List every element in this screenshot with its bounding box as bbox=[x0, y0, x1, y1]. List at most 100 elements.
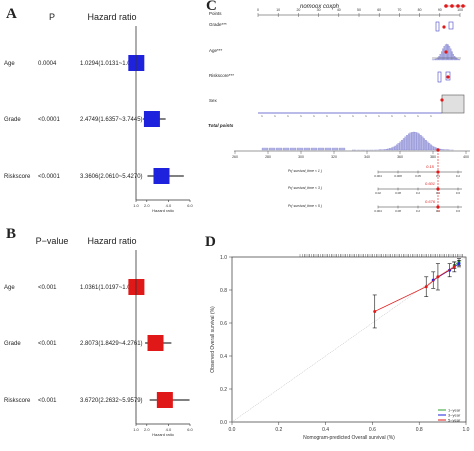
row-label: Grade bbox=[4, 117, 21, 123]
points-tick-label: 50 bbox=[357, 8, 361, 12]
total-density-bar bbox=[416, 132, 419, 151]
sex-tick-label: 1 bbox=[417, 114, 419, 118]
variable-label: Age*** bbox=[209, 48, 223, 53]
total-density-bar bbox=[261, 147, 269, 151]
y-tick-label: 0.0 bbox=[220, 420, 227, 426]
points-tick-label: 10 bbox=[276, 8, 280, 12]
total-density-bar bbox=[404, 136, 407, 151]
total-density-bar bbox=[282, 147, 290, 151]
y-tick-label: 0.2 bbox=[220, 387, 227, 393]
survival-tick-label: 0.008 bbox=[394, 174, 402, 178]
total-tick-label: 340 bbox=[364, 155, 370, 159]
y-tick-label: 0.6 bbox=[220, 321, 227, 327]
x-tick-label: 2.0 bbox=[144, 427, 150, 432]
survival-point bbox=[436, 187, 440, 191]
age-density-bar bbox=[456, 58, 458, 61]
x-tick-label: 0.0 bbox=[229, 427, 236, 433]
total-tick-label: 360 bbox=[397, 155, 403, 159]
panel-a-letter: A bbox=[6, 6, 17, 22]
total-density-bar bbox=[275, 147, 283, 151]
total-density-bar bbox=[310, 147, 318, 151]
total-density-bar bbox=[431, 145, 434, 151]
sex-tick-label: 1 bbox=[313, 114, 315, 118]
age-density-bar bbox=[434, 59, 436, 61]
panel-b-letter: B bbox=[6, 226, 17, 242]
x-tick-label: 0.4 bbox=[322, 427, 329, 433]
survival-label: Pr( survival_time < 3 ) bbox=[288, 186, 322, 190]
row-label: Age bbox=[4, 285, 15, 291]
row-label: Riskscore bbox=[4, 398, 31, 404]
survival-tick-label: 0.004 bbox=[374, 209, 382, 213]
total-density-bar bbox=[331, 147, 339, 151]
nomogram-title: nomoox coxph bbox=[300, 4, 340, 10]
y-axis-label: Observed Overall survival (%) bbox=[210, 306, 216, 373]
sex-tick-label: 1 bbox=[365, 114, 367, 118]
sex-tick-label: 1 bbox=[300, 114, 302, 118]
points-tick-label: 100 bbox=[457, 8, 463, 12]
survival-tick-label: 0.4 bbox=[436, 209, 441, 213]
sex-tick-label: 1 bbox=[391, 114, 393, 118]
x-tick-label: 0.2 bbox=[275, 427, 282, 433]
sex-tick-label: 1 bbox=[378, 114, 380, 118]
variable-label: Grade*** bbox=[209, 22, 227, 27]
survival-tick-label: 0.08 bbox=[395, 191, 401, 195]
age-density-bar bbox=[439, 54, 441, 61]
p-value: <0.0001 bbox=[38, 117, 61, 123]
row-label: Age bbox=[4, 61, 15, 67]
y-tick-label: 1.0 bbox=[220, 255, 227, 261]
age-density-bar bbox=[455, 57, 457, 61]
plot-frame bbox=[231, 256, 467, 423]
calibration-point bbox=[457, 262, 461, 266]
total-density-bar bbox=[397, 143, 400, 151]
total-density-bar bbox=[401, 140, 403, 151]
survival-tick-label: 0.2 bbox=[416, 209, 421, 213]
hazard-ratio-text: 3.6720(2.2632~5.9579) bbox=[80, 398, 143, 404]
survival-tick-label: 0.05 bbox=[415, 174, 421, 178]
age-density-bar bbox=[437, 57, 439, 61]
total-tick-label: 280 bbox=[265, 155, 271, 159]
p-value: <0.001 bbox=[38, 398, 57, 404]
survival-tick-label: 0.1 bbox=[436, 174, 441, 178]
x-tick-label: 6.0 bbox=[187, 203, 193, 208]
calibration-line bbox=[374, 266, 455, 312]
total-density-bar bbox=[421, 136, 424, 151]
survival-tick-label: 0.6 bbox=[456, 191, 461, 195]
legend-label: 5−year bbox=[448, 418, 461, 423]
total-density-bar bbox=[419, 135, 422, 151]
x-tick-label: 1.0 bbox=[133, 427, 139, 432]
sex-tick-label: 1 bbox=[404, 114, 406, 118]
age-density-bar bbox=[441, 51, 443, 61]
x-tick-label: 2.0 bbox=[144, 203, 150, 208]
sex-tick-label: 1 bbox=[261, 114, 263, 118]
total-density-bar bbox=[391, 147, 393, 151]
calibration-point bbox=[431, 278, 435, 282]
survival-label: Pr( survival_time < 5 ) bbox=[288, 204, 322, 208]
survival-point bbox=[436, 205, 440, 209]
x-axis-label: Hazard ratio bbox=[152, 208, 175, 213]
survival-tick-label: 0.08 bbox=[395, 209, 401, 213]
x-tick-label: 0.8 bbox=[416, 427, 423, 433]
sex-tick-label: 1 bbox=[339, 114, 341, 118]
panel-c-letter: C bbox=[206, 0, 217, 14]
total-density-bar bbox=[409, 132, 412, 151]
hazard-ratio-header: Hazard ratio bbox=[87, 12, 136, 22]
riskscore-box bbox=[445, 71, 451, 81]
hazard-ratio-text: 1.0294(1.0131~1.0460) bbox=[80, 61, 143, 67]
points-tick-label: 40 bbox=[337, 8, 341, 12]
y-tick-label: 0.8 bbox=[220, 288, 227, 294]
age-density-bar bbox=[448, 46, 451, 61]
x-tick-label: 4.0 bbox=[166, 427, 172, 432]
age-density-bar bbox=[443, 46, 445, 61]
age-density-bar bbox=[450, 48, 452, 61]
age-density-bar bbox=[452, 54, 454, 61]
points-tick-label: 30 bbox=[317, 8, 321, 12]
survival-tick-label: 0.02 bbox=[375, 191, 381, 195]
p-header: P−value bbox=[36, 236, 69, 246]
row-label: Riskscore bbox=[4, 174, 31, 180]
hazard-ratio-header: Hazard ratio bbox=[87, 236, 136, 246]
total-density-bar bbox=[442, 149, 444, 151]
x-tick-label: 4.0 bbox=[166, 203, 172, 208]
p-value: <0.001 bbox=[38, 285, 57, 291]
variable-label: Sex bbox=[209, 98, 218, 103]
riskscore-box bbox=[437, 71, 442, 83]
